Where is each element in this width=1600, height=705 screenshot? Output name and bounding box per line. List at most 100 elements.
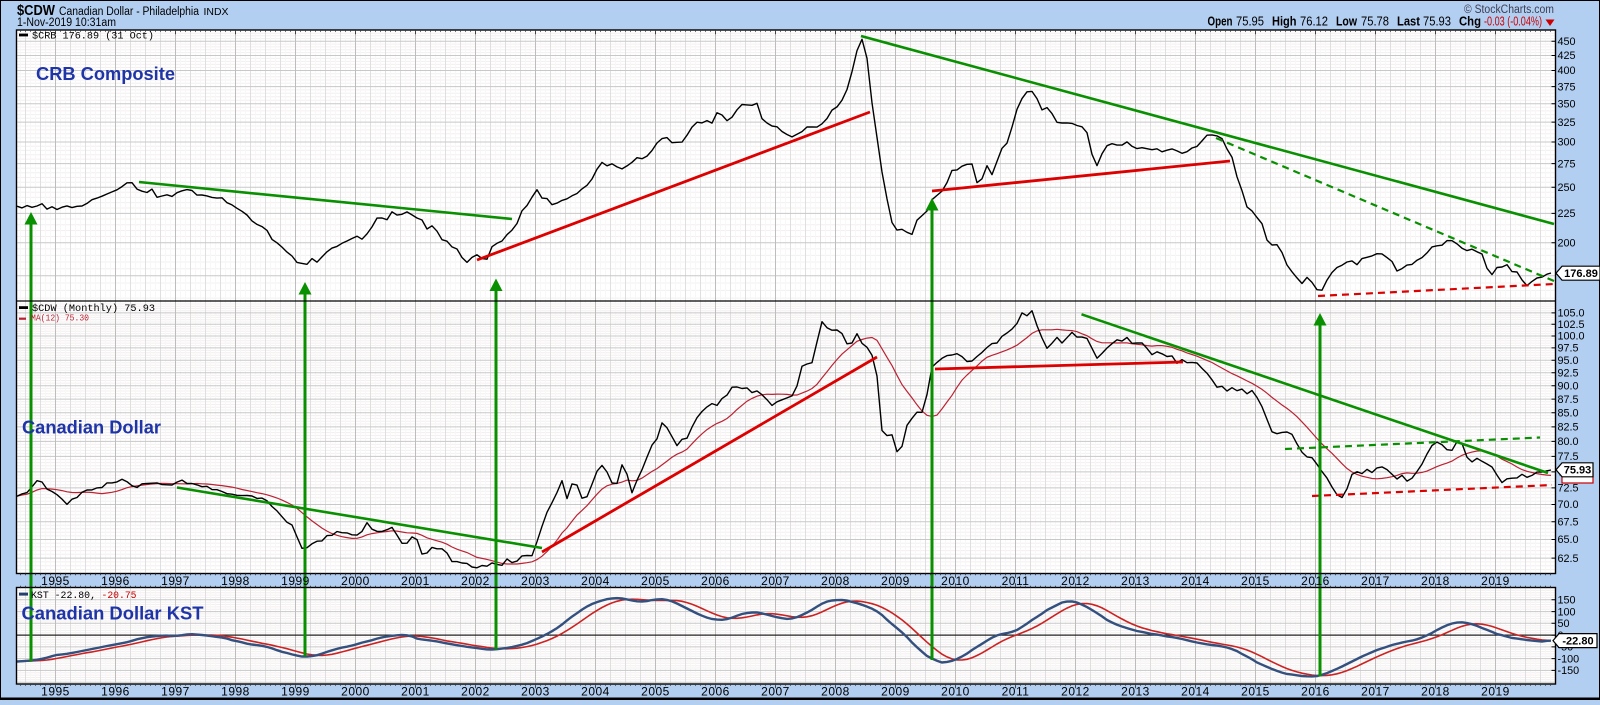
svg-text:275: 275 [1558, 158, 1576, 170]
svg-text:2005: 2005 [641, 574, 670, 588]
svg-text:425: 425 [1558, 50, 1576, 62]
svg-text:2001: 2001 [401, 574, 430, 588]
svg-text:Chg: Chg [1459, 14, 1481, 28]
svg-text:2008: 2008 [821, 685, 850, 699]
svg-text:CRB Composite: CRB Composite [36, 63, 175, 84]
svg-text:1999: 1999 [281, 685, 310, 699]
svg-text:176.89: 176.89 [1564, 268, 1598, 280]
svg-text:1995: 1995 [41, 685, 70, 699]
svg-text:2014: 2014 [1181, 685, 1210, 699]
svg-text:2006: 2006 [701, 574, 730, 588]
svg-text:2005: 2005 [641, 685, 670, 699]
svg-text:2013: 2013 [1121, 574, 1150, 588]
svg-text:$CDW (Monthly) 75.93: $CDW (Monthly) 75.93 [32, 303, 155, 315]
svg-text:$CDW: $CDW [17, 3, 55, 19]
svg-text:2010: 2010 [941, 685, 970, 699]
svg-text:77.5: 77.5 [1558, 451, 1579, 463]
svg-text:1998: 1998 [221, 574, 250, 588]
svg-text:90.0: 90.0 [1558, 380, 1579, 392]
svg-text:100.0: 100.0 [1558, 331, 1585, 343]
svg-text:85.0: 85.0 [1558, 407, 1579, 419]
svg-text:2004: 2004 [581, 685, 610, 699]
svg-text:250: 250 [1558, 182, 1576, 194]
svg-text:KST -22.80,: KST -22.80, [31, 590, 96, 602]
svg-text:INDX: INDX [204, 6, 229, 18]
svg-text:1995: 1995 [41, 574, 70, 588]
svg-text:1-Nov-2019 10:31am: 1-Nov-2019 10:31am [17, 17, 116, 29]
svg-text:400: 400 [1558, 65, 1576, 77]
svg-text:72.5: 72.5 [1558, 483, 1579, 495]
svg-text:2011: 2011 [1002, 574, 1030, 588]
svg-text:2008: 2008 [821, 574, 850, 588]
svg-text:-22.80: -22.80 [1562, 635, 1593, 647]
svg-text:-150: -150 [1558, 665, 1580, 677]
svg-text:2017: 2017 [1361, 685, 1390, 699]
svg-text:225: 225 [1558, 208, 1576, 220]
svg-text:375: 375 [1558, 81, 1576, 93]
svg-text:High: High [1272, 14, 1297, 28]
svg-text:2006: 2006 [701, 685, 730, 699]
svg-text:150: 150 [1558, 595, 1576, 607]
svg-text:200: 200 [1558, 237, 1576, 249]
svg-text:MA(12) 75.30: MA(12) 75.30 [31, 314, 89, 324]
svg-text:1996: 1996 [101, 574, 130, 588]
svg-text:70.0: 70.0 [1558, 499, 1579, 511]
svg-text:2012: 2012 [1061, 574, 1090, 588]
svg-text:75.78: 75.78 [1361, 14, 1389, 28]
svg-text:1999: 1999 [281, 574, 310, 588]
svg-text:2003: 2003 [521, 685, 550, 699]
svg-text:97.5: 97.5 [1558, 343, 1579, 355]
svg-text:102.5: 102.5 [1558, 319, 1585, 331]
svg-text:92.5: 92.5 [1558, 368, 1579, 380]
svg-text:2016: 2016 [1301, 574, 1330, 588]
svg-text:2011: 2011 [1002, 685, 1030, 699]
svg-text:© StockCharts.com: © StockCharts.com [1464, 4, 1554, 16]
svg-text:2016: 2016 [1301, 685, 1330, 699]
svg-text:2002: 2002 [461, 574, 490, 588]
svg-text:2009: 2009 [881, 574, 910, 588]
svg-text:82.5: 82.5 [1558, 422, 1579, 434]
svg-text:350: 350 [1558, 98, 1576, 110]
svg-text:2003: 2003 [521, 574, 550, 588]
svg-text:75.93: 75.93 [1564, 465, 1592, 477]
svg-text:2014: 2014 [1181, 574, 1210, 588]
svg-text:$CRB 176.89 (31 Oct): $CRB 176.89 (31 Oct) [32, 31, 154, 43]
svg-text:1996: 1996 [101, 685, 130, 699]
svg-text:62.5: 62.5 [1558, 553, 1579, 565]
svg-text:2012: 2012 [1061, 685, 1090, 699]
svg-text:2002: 2002 [461, 685, 490, 699]
svg-text:105.0: 105.0 [1558, 308, 1585, 320]
svg-text:Canadian Dollar: Canadian Dollar [22, 417, 161, 438]
svg-text:75.93: 75.93 [1423, 14, 1451, 28]
svg-text:2018: 2018 [1421, 685, 1450, 699]
svg-text:2000: 2000 [341, 685, 370, 699]
svg-text:76.12: 76.12 [1300, 14, 1328, 28]
svg-text:100: 100 [1558, 606, 1576, 618]
svg-text:-20.75: -20.75 [102, 590, 137, 602]
svg-text:-0.03 (-0.04%): -0.03 (-0.04%) [1484, 14, 1542, 28]
svg-text:2013: 2013 [1121, 685, 1150, 699]
svg-text:Last: Last [1397, 14, 1421, 28]
svg-text:450: 450 [1558, 36, 1576, 48]
svg-text:2004: 2004 [581, 574, 610, 588]
svg-text:-100: -100 [1558, 653, 1580, 665]
svg-text:87.5: 87.5 [1558, 394, 1579, 406]
svg-text:1997: 1997 [161, 574, 190, 588]
svg-text:2007: 2007 [761, 685, 790, 699]
svg-text:2010: 2010 [941, 574, 970, 588]
svg-text:95.0: 95.0 [1558, 355, 1579, 367]
svg-text:Canadian Dollar - Philadelphia: Canadian Dollar - Philadelphia [59, 6, 200, 18]
svg-text:300: 300 [1558, 137, 1576, 149]
svg-text:2009: 2009 [881, 685, 910, 699]
svg-text:65.0: 65.0 [1558, 534, 1579, 546]
svg-text:Canadian Dollar KST: Canadian Dollar KST [22, 603, 205, 624]
svg-text:2015: 2015 [1241, 574, 1270, 588]
svg-text:2019: 2019 [1481, 574, 1510, 588]
svg-text:2017: 2017 [1361, 574, 1390, 588]
svg-text:325: 325 [1558, 117, 1576, 129]
svg-text:50: 50 [1558, 618, 1570, 630]
svg-text:80.0: 80.0 [1558, 436, 1579, 448]
svg-text:75.95: 75.95 [1236, 14, 1264, 28]
svg-text:Low: Low [1336, 14, 1357, 28]
svg-text:1998: 1998 [221, 685, 250, 699]
